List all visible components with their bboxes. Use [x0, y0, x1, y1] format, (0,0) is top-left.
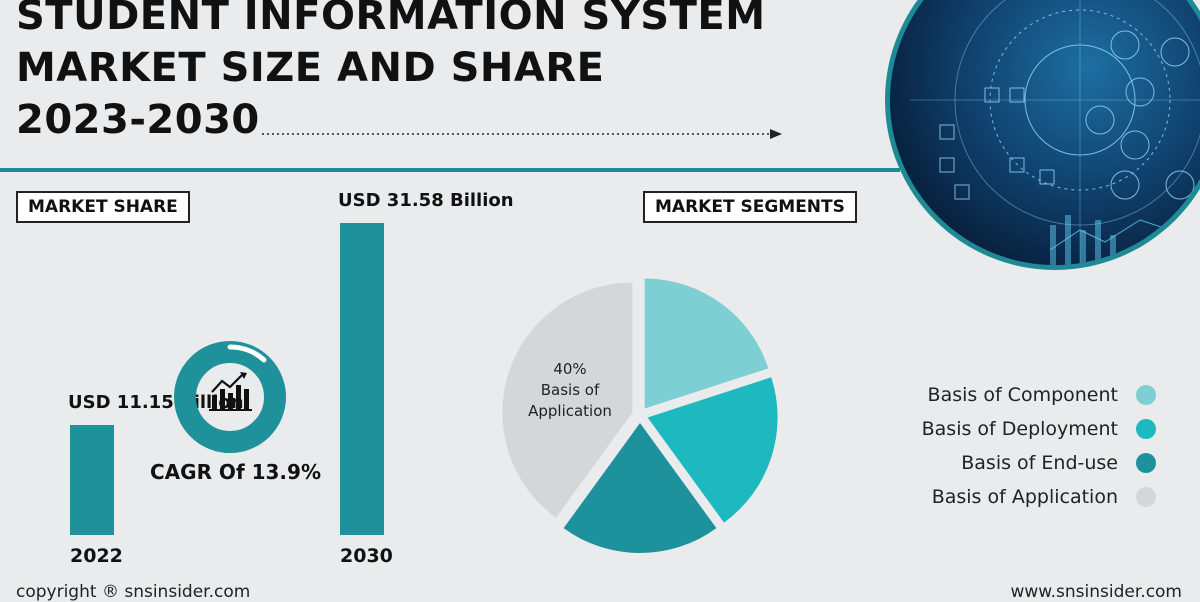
title-line-3: 2023-2030	[16, 97, 260, 143]
pie-slice-component	[644, 278, 769, 409]
header-divider	[0, 168, 900, 172]
legend-label-end-use: Basis of End-use	[961, 452, 1118, 474]
pie-slice-end-use	[563, 423, 717, 553]
pie-annotation-percent: 40%	[553, 360, 586, 378]
pie-annotation-line1: Basis of	[541, 381, 600, 399]
title-line-1: STUDENT INFORMATION SYSTEM	[16, 0, 766, 39]
bar-2022	[70, 424, 114, 535]
legend-dot-deployment	[1136, 419, 1156, 439]
legend-dot-application	[1136, 487, 1156, 507]
legend-label-component: Basis of Component	[927, 384, 1118, 406]
legend-label-application: Basis of Application	[931, 486, 1118, 508]
copyright-text: copyright ® snsinsider.com	[16, 582, 251, 602]
bar-value-label-2030: USD 31.58 Billion	[338, 190, 514, 211]
legend-item-application: Basis of Application	[932, 484, 1156, 510]
market-share-label: MARKET SHARE	[16, 191, 190, 223]
legend-item-end-use: Basis of End-use	[961, 450, 1156, 476]
dotted-arrow-icon	[262, 129, 782, 139]
pie-slice-deployment	[647, 377, 778, 523]
cagr-text: CAGR Of 13.9%	[150, 460, 321, 484]
legend-item-component: Basis of Component	[928, 382, 1156, 408]
page-title: STUDENT INFORMATION SYSTEM MARKET SIZE A…	[16, 0, 766, 146]
bar-value-label-2022: USD 11.15 Billion	[68, 391, 244, 413]
cagr-ring	[174, 341, 286, 453]
bar-category-2030: 2030	[340, 545, 393, 567]
growth-chart-icon	[209, 372, 252, 411]
legend-label-deployment: Basis of Deployment	[921, 418, 1118, 440]
pie-slice-application	[502, 282, 633, 518]
title-line-2: MARKET SIZE AND SHARE	[16, 45, 605, 91]
bar-2030	[340, 223, 384, 535]
market-segments-label: MARKET SEGMENTS	[643, 191, 857, 223]
legend-dot-component	[1136, 385, 1156, 405]
legend-item-deployment: Basis of Deployment	[922, 416, 1156, 442]
pie-annotation-line2: Application	[528, 402, 612, 420]
bar-category-2022: 2022	[70, 545, 123, 567]
legend-dot-end-use	[1136, 453, 1156, 473]
tech-network-illustration	[885, 0, 1200, 270]
market-segments-pie-chart: 40% Basis of Application	[502, 278, 778, 553]
website-text: www.snsinsider.com	[1010, 582, 1182, 602]
